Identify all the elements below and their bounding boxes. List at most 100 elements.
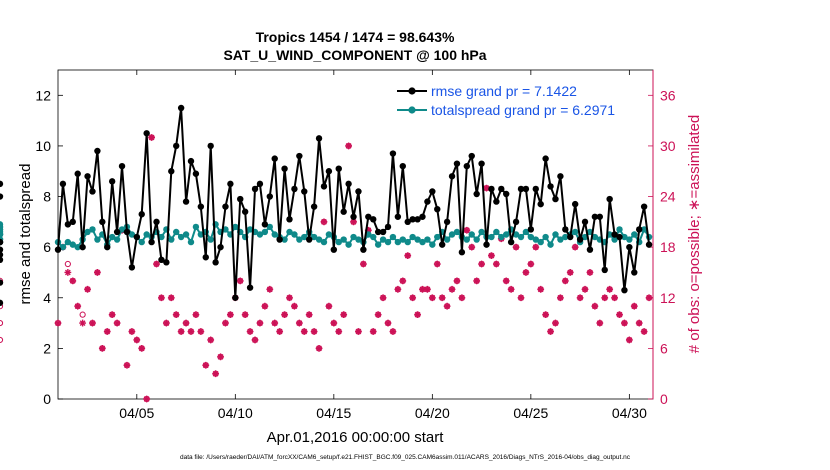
x-tick-label: 04/25 [513,405,548,421]
totalspread-point [192,223,200,231]
y2-tick-label: 30 [660,138,676,154]
rmse-point [522,185,530,193]
obs-assimilated-point [212,370,220,378]
obs-assimilated-point [207,336,215,344]
x-tick-label: 04/30 [612,405,647,421]
obs-assimilated-point [300,328,308,335]
obs-assimilated-point [443,302,451,310]
obs-assimilated-point [616,311,623,319]
rmse-point [187,157,195,165]
obs-assimilated-point [251,336,259,344]
obs-assimilated-point [433,260,441,268]
obs-assimilated-point [488,252,495,259]
rmse-point [340,208,347,215]
y-tick-label: 12 [35,87,51,103]
obs-assimilated-point [586,269,594,276]
rmse-point [281,165,288,172]
rmse-point [581,218,589,226]
obs-assimilated-point [355,328,362,335]
totalspread-point [443,236,451,243]
obs-assimilated-point [478,260,485,268]
rmse-point [473,190,480,198]
obs-assimilated-point [286,294,293,302]
rmse-point [419,213,426,220]
totalspread-point [374,241,382,248]
obs-assimilated-point [537,285,545,293]
rmse-point [99,218,106,226]
obs-possible-point [0,319,4,327]
totalspread-point [503,231,510,238]
legend-spread-marker [408,106,416,114]
totalspread-point [64,238,72,246]
rmse-point [0,299,4,307]
rmse-point [163,259,170,266]
totalspread-point [517,233,525,241]
obs-assimilated-point [89,319,96,327]
rmse-point [222,203,229,210]
rmse-point [621,286,628,294]
totalspread-point [138,238,145,246]
rmse-point [0,251,4,258]
totalspread-point [478,228,485,236]
y2-axis-label: # of obs: o=possible; ∗=assimilated [686,115,703,354]
obs-assimilated-point [305,311,313,319]
rmse-point [448,173,456,180]
rmse-point [576,236,584,243]
rmse-point [0,256,4,264]
rmse-point [626,243,633,251]
obs-assimilated-point [123,361,131,369]
y2-tick-label: 24 [660,189,676,205]
x-tick-label: 04/15 [316,405,351,421]
obs-assimilated-point [340,311,348,319]
rmse-point [217,243,224,251]
totalspread-point [143,231,150,238]
obs-assimilated-point [69,277,77,285]
rmse-point [399,162,406,170]
rmse-point [118,162,126,170]
obs-assimilated-point [295,319,303,327]
obs-assimilated-point [172,311,180,319]
rmse-point [532,185,539,193]
totalspread-point [547,241,554,248]
obs-assimilated-point [158,294,165,302]
legend-rmse-marker [408,87,416,95]
rmse-point [370,216,377,223]
rmse-point [443,218,451,226]
obs-assimilated-point [552,319,559,327]
obs-assimilated-point [458,294,466,302]
rmse-point [301,188,308,195]
rmse-point [266,193,273,200]
obs-assimilated-point [133,336,141,344]
rmse-point [507,238,515,246]
rmse-point [143,130,150,137]
axis-ticks: 04/05 04/10 04/15 04/20 04/25 04/300246810120… [35,70,676,421]
totalspread-point [498,233,505,241]
totalspread-point [266,223,273,231]
obs-assimilated-point [281,311,288,319]
obs-assimilated-point [236,277,244,285]
legend-box [392,80,646,118]
obs-assimilated-point [640,328,648,335]
totalspread-point [113,236,121,243]
totalspread-point [522,228,530,236]
totalspread-point [527,233,535,241]
rmse-point [335,165,342,172]
totalspread-point [271,231,278,238]
rmse-point [202,254,209,261]
rmse-point [212,259,219,266]
rmse-point [153,218,160,226]
rmse-point [84,173,91,180]
obs-assimilated-point [389,328,397,335]
obs-assimilated-point [103,328,111,335]
legend-spread-label: totalspread grand pr = 6.2971 [431,102,615,118]
rmse-point [207,142,214,150]
totalspread-point [256,231,264,238]
totalspread-point [537,238,544,246]
obs-assimilated-point [601,294,609,302]
obs-assimilated-point [364,226,372,234]
totalspread-point [557,236,564,243]
totalspread-point [340,236,347,243]
rmse-point [636,226,643,233]
rmse-point [59,180,67,188]
totalspread-point [640,226,648,233]
